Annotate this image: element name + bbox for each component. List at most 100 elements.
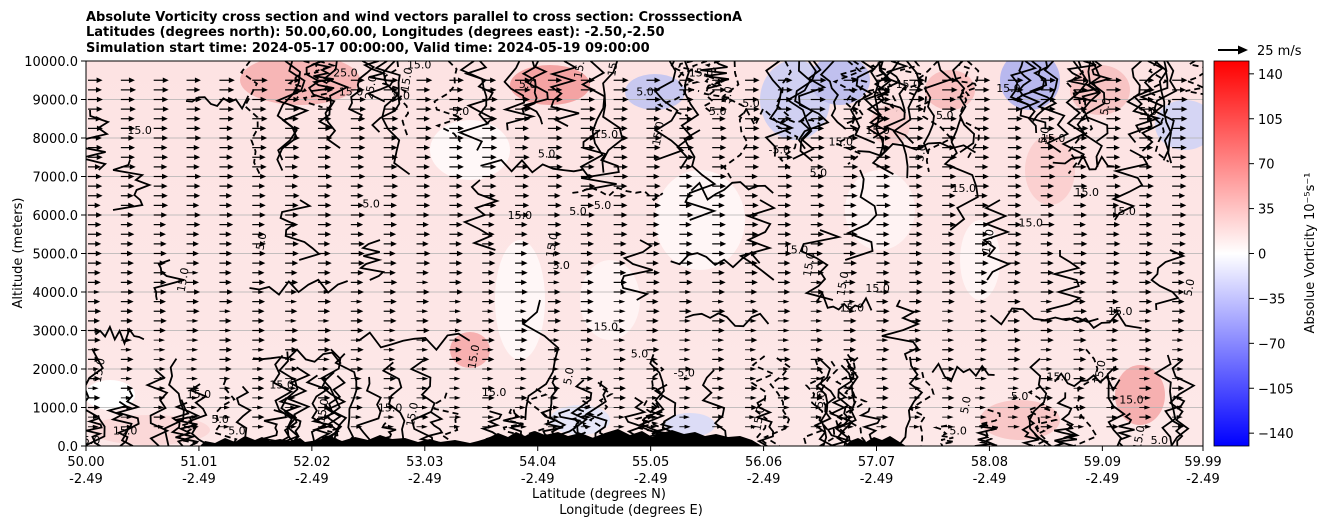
- wind-vector-head: [226, 346, 233, 353]
- contour-line: [235, 385, 252, 446]
- wind-vector-head: [915, 269, 922, 276]
- wind-vector-head: [884, 125, 891, 132]
- wind-vector-head: [159, 386, 166, 391]
- wind-vector-head: [556, 106, 563, 112]
- wind-vector-head: [981, 279, 988, 286]
- wind-vector-head: [753, 154, 760, 161]
- wind-vector-head: [1110, 405, 1117, 410]
- wind-vector-head: [1180, 87, 1187, 93]
- wind-vector-head: [852, 125, 859, 132]
- wind-vector-head: [1015, 221, 1022, 228]
- wind-vector-head: [289, 395, 296, 400]
- wind-vector-head: [260, 144, 267, 151]
- wind-vector-head: [225, 395, 232, 400]
- wind-vector-head: [916, 231, 923, 238]
- wind-vector-head: [358, 164, 365, 170]
- wind-vector-head: [95, 115, 102, 122]
- wind-vector-head: [162, 87, 169, 93]
- wind-vector-head: [293, 125, 300, 132]
- wind-vector-head: [324, 337, 331, 343]
- contour-line: [882, 61, 915, 144]
- wind-vector-head: [751, 173, 758, 180]
- wind-vector-head: [1115, 87, 1122, 93]
- wind-vector-head: [1048, 115, 1055, 122]
- wind-vector-head: [192, 241, 199, 247]
- contour-line: [834, 353, 858, 446]
- contour-label: 15.0: [980, 228, 997, 254]
- wind-vector-head: [224, 376, 231, 381]
- wind-vector-head: [225, 328, 232, 333]
- wind-vector-head: [949, 144, 956, 151]
- wind-vector-head: [1146, 221, 1153, 228]
- contour-label: 15.0: [1047, 371, 1072, 384]
- wind-vector-head: [1144, 405, 1151, 410]
- contour-line: [850, 61, 876, 144]
- wind-vector-head: [653, 115, 660, 122]
- wind-vector-head: [456, 250, 463, 257]
- wind-vector-head: [917, 154, 924, 161]
- wind-vector-head: [850, 260, 857, 266]
- wind-vector-head: [622, 87, 629, 93]
- colorbar-tick-label: 70: [1258, 158, 1275, 173]
- wind-vector-head: [356, 395, 363, 400]
- wind-vector-head: [293, 154, 300, 161]
- wind-vector-head: [391, 202, 398, 209]
- contour-line: [813, 377, 837, 446]
- wind-vector-head: [93, 290, 100, 294]
- wind-vector-head: [554, 241, 561, 247]
- wind-vector-head: [95, 135, 102, 141]
- y-tick-label: 9000.0: [33, 94, 79, 109]
- wind-vector-head: [750, 328, 757, 333]
- wind-vector-head: [224, 415, 231, 420]
- wind-vectors: [88, 77, 1188, 430]
- contour-line: [1028, 61, 1058, 122]
- wind-vector-head: [555, 115, 562, 122]
- wind-vector-head: [785, 221, 792, 228]
- wind-vector-head: [226, 250, 233, 257]
- vorticity-patch: [1115, 365, 1165, 425]
- wind-vector-head: [884, 202, 891, 209]
- wind-vector-head: [1177, 376, 1184, 381]
- wind-vector-head: [652, 318, 659, 324]
- wind-vector-head: [948, 357, 955, 362]
- wind-vector-head: [162, 173, 169, 180]
- wind-vector-head: [684, 338, 691, 343]
- wind-vector-head: [555, 221, 562, 228]
- y-tick-label: 8000.0: [33, 132, 79, 147]
- wind-vector-head: [94, 202, 101, 209]
- wind-vector-head: [1180, 212, 1187, 218]
- wind-vector-head: [687, 192, 694, 199]
- wind-vector-head: [817, 260, 824, 266]
- wind-vector-head: [487, 405, 494, 410]
- wind-vector-head: [392, 96, 399, 103]
- contour-line: [922, 61, 953, 172]
- wind-vector-head: [1081, 115, 1088, 122]
- wind-vector-head: [621, 144, 628, 151]
- wind-vector-head: [159, 327, 166, 334]
- wind-vector-head: [1014, 327, 1021, 334]
- wind-vector-head: [556, 173, 563, 180]
- wind-vector-head: [915, 346, 922, 353]
- wind-vector-head: [556, 144, 563, 151]
- wind-vector-head: [258, 221, 265, 228]
- wind-vector-head: [720, 125, 727, 132]
- wind-vector-head: [191, 395, 198, 400]
- wind-vector-head: [391, 87, 398, 93]
- wind-vector-head: [851, 269, 858, 276]
- wind-vector-head: [290, 424, 297, 429]
- wind-vector-head: [849, 290, 856, 294]
- wind-vector-head: [128, 115, 135, 122]
- wind-vector-head: [785, 192, 792, 199]
- wind-vector-head: [290, 376, 297, 381]
- contour-line: [826, 391, 853, 446]
- contour-line: [774, 61, 799, 171]
- wind-vector-head: [618, 424, 625, 429]
- contour-label: 15.0: [91, 357, 108, 383]
- wind-vector-head: [619, 318, 626, 323]
- wind-vector-head: [753, 144, 760, 151]
- wind-vector-head: [423, 298, 430, 305]
- wind-vector-head: [159, 395, 166, 400]
- wind-vector-head: [884, 260, 891, 266]
- contour-line: [187, 383, 211, 446]
- contour-line: [279, 199, 321, 261]
